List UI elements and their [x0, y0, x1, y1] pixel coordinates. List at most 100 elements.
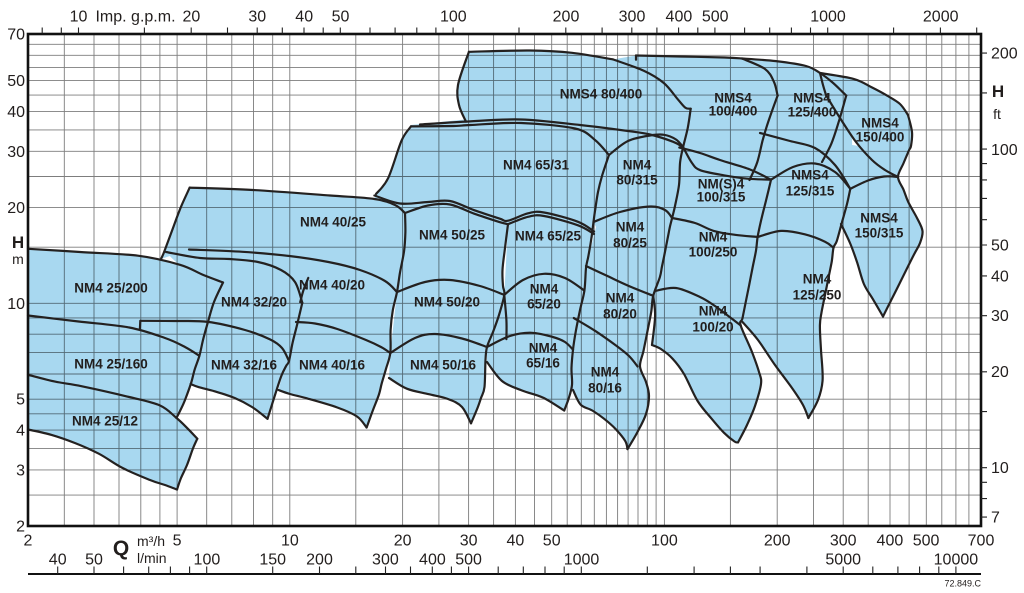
svg-text:200: 200 — [306, 552, 333, 569]
svg-text:20: 20 — [7, 200, 25, 217]
svg-text:5: 5 — [173, 533, 182, 550]
svg-text:NMS4: NMS4 — [793, 91, 831, 106]
svg-text:NMS4: NMS4 — [860, 211, 898, 226]
svg-text:H: H — [992, 82, 1004, 101]
svg-text:50: 50 — [332, 9, 350, 26]
svg-text:700: 700 — [968, 533, 995, 550]
svg-text:1000: 1000 — [564, 552, 600, 569]
svg-text:NM4 50/20: NM4 50/20 — [414, 295, 480, 310]
svg-text:NMS4 80/400: NMS4 80/400 — [560, 87, 643, 102]
svg-text:300: 300 — [619, 9, 646, 26]
svg-text:NM4: NM4 — [606, 291, 635, 306]
svg-text:150/315: 150/315 — [855, 226, 904, 241]
svg-text:NM4: NM4 — [623, 158, 652, 173]
svg-text:200: 200 — [764, 533, 791, 550]
svg-text:100: 100 — [651, 533, 678, 550]
svg-text:3: 3 — [16, 462, 25, 479]
svg-text:NM4 65/31: NM4 65/31 — [503, 158, 570, 173]
svg-text:500: 500 — [455, 552, 482, 569]
svg-text:NM4 40/16: NM4 40/16 — [299, 358, 366, 373]
svg-text:20: 20 — [394, 533, 412, 550]
svg-text:500: 500 — [913, 533, 940, 550]
svg-text:50: 50 — [991, 237, 1009, 254]
svg-text:10: 10 — [991, 460, 1009, 477]
svg-text:m: m — [12, 251, 24, 267]
svg-text:200: 200 — [553, 9, 580, 26]
svg-text:NM4 25/12: NM4 25/12 — [72, 414, 138, 429]
svg-text:100: 100 — [194, 552, 221, 569]
svg-text:65/20: 65/20 — [527, 297, 561, 312]
svg-text:20: 20 — [183, 9, 201, 26]
svg-text:NM4 32/20: NM4 32/20 — [221, 295, 287, 310]
svg-text:ft: ft — [993, 106, 1001, 122]
svg-text:40: 40 — [991, 268, 1009, 285]
svg-text:NM4 25/200: NM4 25/200 — [74, 281, 148, 296]
svg-text:2: 2 — [16, 519, 25, 536]
svg-text:40: 40 — [295, 9, 313, 26]
svg-text:NM4 40/25: NM4 40/25 — [300, 215, 367, 230]
svg-text:NM4: NM4 — [530, 282, 559, 297]
svg-text:100: 100 — [991, 142, 1018, 159]
svg-text:100: 100 — [440, 9, 467, 26]
svg-text:NMS4: NMS4 — [791, 168, 829, 183]
svg-text:80/25: 80/25 — [613, 236, 647, 251]
svg-text:4: 4 — [16, 423, 25, 440]
svg-text:40: 40 — [49, 552, 67, 569]
svg-text:40: 40 — [507, 533, 525, 550]
svg-text:50: 50 — [543, 533, 561, 550]
svg-text:100/400: 100/400 — [709, 104, 758, 119]
svg-text:l/min: l/min — [137, 550, 167, 566]
svg-text:NMS4: NMS4 — [861, 116, 899, 131]
svg-text:10: 10 — [70, 9, 88, 26]
svg-text:30: 30 — [248, 9, 266, 26]
svg-text:10: 10 — [7, 296, 25, 313]
svg-text:300: 300 — [372, 552, 399, 569]
svg-text:7: 7 — [991, 509, 1000, 526]
svg-text:Q: Q — [113, 537, 129, 560]
svg-text:m³/h: m³/h — [137, 533, 165, 549]
svg-text:20: 20 — [991, 364, 1009, 381]
svg-text:30: 30 — [991, 308, 1009, 325]
svg-text:125/315: 125/315 — [786, 184, 835, 199]
svg-text:NM4 32/16: NM4 32/16 — [211, 358, 278, 373]
svg-text:80/315: 80/315 — [616, 173, 658, 188]
svg-text:50: 50 — [85, 552, 103, 569]
svg-text:NM(S)4: NM(S)4 — [698, 177, 745, 192]
svg-text:400: 400 — [419, 552, 446, 569]
svg-text:Imp. g.p.m.: Imp. g.p.m. — [95, 9, 175, 26]
svg-text:70: 70 — [7, 27, 25, 44]
svg-text:50: 50 — [7, 73, 25, 90]
svg-text:80/16: 80/16 — [588, 381, 622, 396]
svg-text:500: 500 — [702, 9, 729, 26]
svg-text:H: H — [12, 233, 24, 252]
svg-text:NM4: NM4 — [699, 230, 728, 245]
svg-text:NM4: NM4 — [616, 220, 645, 235]
svg-text:5000: 5000 — [825, 552, 861, 569]
svg-text:NM4 25/160: NM4 25/160 — [74, 357, 148, 372]
svg-text:400: 400 — [877, 533, 904, 550]
svg-text:100/20: 100/20 — [692, 320, 733, 335]
svg-text:72.849.C: 72.849.C — [944, 579, 981, 589]
svg-text:100/250: 100/250 — [689, 245, 738, 260]
svg-text:30: 30 — [7, 144, 25, 161]
svg-text:NM4: NM4 — [529, 341, 558, 356]
svg-text:2000: 2000 — [923, 9, 959, 26]
svg-text:65/16: 65/16 — [526, 356, 560, 371]
svg-text:NM4 50/16: NM4 50/16 — [410, 358, 477, 373]
svg-text:5: 5 — [16, 392, 25, 409]
svg-text:125/400: 125/400 — [788, 105, 837, 120]
svg-text:300: 300 — [830, 533, 857, 550]
svg-text:NMS4: NMS4 — [714, 91, 752, 106]
svg-text:10: 10 — [281, 533, 299, 550]
svg-text:1000: 1000 — [810, 9, 846, 26]
svg-text:125/250: 125/250 — [793, 288, 842, 303]
svg-text:150/400: 150/400 — [856, 130, 905, 145]
svg-text:NM4: NM4 — [803, 272, 832, 287]
svg-text:NM4 40/20: NM4 40/20 — [299, 278, 365, 293]
svg-text:NM4: NM4 — [591, 365, 620, 380]
svg-text:400: 400 — [666, 9, 693, 26]
svg-text:10000: 10000 — [934, 552, 979, 569]
svg-text:2: 2 — [24, 533, 33, 550]
svg-text:40: 40 — [7, 104, 25, 121]
svg-text:150: 150 — [259, 552, 286, 569]
